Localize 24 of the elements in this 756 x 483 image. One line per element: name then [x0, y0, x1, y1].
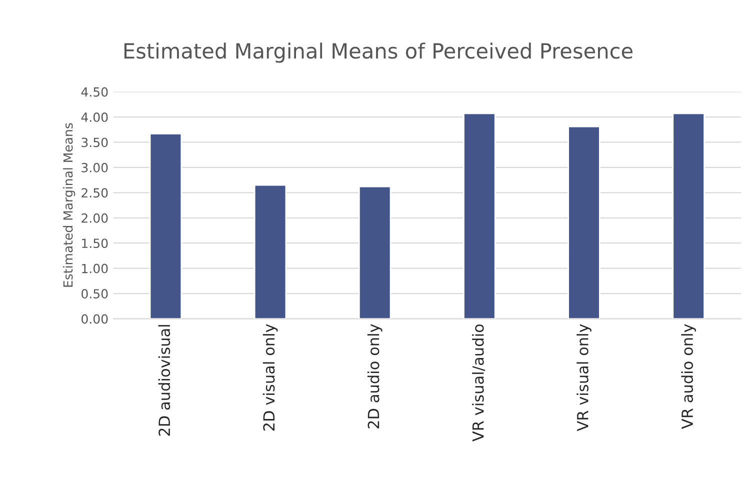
x-tick-label: VR audio only	[681, 324, 696, 429]
y-tick-label: 4.00	[81, 112, 108, 122]
y-tick-label: 2.50	[82, 188, 108, 198]
bar	[254, 184, 287, 319]
y-axis-title: Estimated Marginal Means	[63, 123, 76, 287]
chart-title: Estimated Marginal Means of Perceived Presence	[124, 42, 632, 63]
bar	[672, 112, 705, 319]
x-tick-label: 2D visual only	[262, 324, 278, 431]
x-tick-label: 2D audio only	[367, 324, 382, 428]
y-tick-label: 2.00	[82, 213, 108, 223]
y-tick-label: 4.50	[81, 87, 108, 97]
bar	[463, 112, 496, 319]
x-tick-label: VR visual/audio	[472, 324, 486, 442]
bar	[568, 126, 600, 319]
x-tick-label: 2D audiovisual	[158, 325, 170, 436]
bar	[358, 186, 392, 319]
x-tick-label: VR visual only	[576, 324, 592, 432]
y-tick-label: 0.00	[82, 314, 108, 324]
y-tick-label: 3.50	[82, 138, 108, 148]
y-tick-label: 1.00	[82, 264, 108, 274]
y-tick-label: 1.50	[82, 238, 108, 248]
bar	[149, 132, 182, 319]
y-tick-label: 3.00	[82, 162, 108, 172]
y-tick-label: 0.50	[82, 289, 108, 298]
